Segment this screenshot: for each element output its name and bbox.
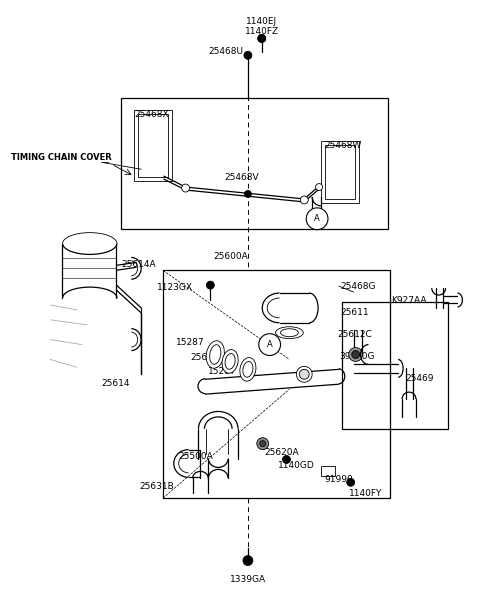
Text: 25600A: 25600A [213,252,248,261]
Text: 1140EJ: 1140EJ [246,17,277,26]
Text: 25468V: 25468V [224,173,259,182]
Circle shape [257,438,269,450]
Text: A: A [314,214,320,223]
Bar [321,467,335,476]
Ellipse shape [225,353,235,369]
Text: 25614: 25614 [102,379,130,388]
Bar [342,302,447,429]
Text: 25469: 25469 [405,374,433,383]
Text: 1140FZ: 1140FZ [245,26,279,35]
Circle shape [258,35,266,43]
Circle shape [258,35,266,43]
Circle shape [300,196,308,204]
Bar [121,98,388,229]
Circle shape [352,350,360,358]
Circle shape [296,367,312,382]
Circle shape [300,370,309,379]
Text: 25468W: 25468W [324,141,361,150]
Circle shape [244,52,252,59]
Circle shape [312,211,318,217]
Bar [325,146,355,199]
Text: 25468G: 25468G [341,282,376,291]
Ellipse shape [222,350,238,373]
Text: 25468X: 25468X [134,110,169,119]
Text: 1123GX: 1123GX [156,283,192,292]
Text: 15287: 15287 [176,338,204,347]
Text: 1140GD: 1140GD [277,461,314,470]
Text: 25468U: 25468U [208,47,243,56]
Ellipse shape [276,326,303,338]
Bar [163,270,390,498]
Ellipse shape [280,329,298,337]
Bar [321,141,359,203]
Circle shape [206,281,214,289]
Text: 25631B: 25631B [139,482,174,491]
Text: 25500A: 25500A [179,452,214,461]
Circle shape [260,441,266,447]
Bar [138,114,168,177]
Circle shape [182,184,190,192]
Ellipse shape [210,344,221,364]
Bar [134,110,172,181]
Text: 25661: 25661 [191,352,219,362]
Circle shape [283,455,290,464]
Text: 25612C: 25612C [337,329,372,338]
Circle shape [259,334,280,355]
Text: A: A [267,340,273,349]
Ellipse shape [206,341,224,368]
Text: 91990: 91990 [324,476,353,485]
Circle shape [349,347,362,361]
Ellipse shape [240,358,256,381]
Text: TIMING CHAIN COVER: TIMING CHAIN COVER [11,153,111,162]
Circle shape [306,208,328,229]
Text: 25620A: 25620A [264,447,300,456]
Ellipse shape [243,361,253,377]
Text: 1140FY: 1140FY [349,489,382,498]
Text: 25611: 25611 [341,308,370,317]
Text: 25614A: 25614A [121,261,156,270]
Text: 15287: 15287 [208,367,237,376]
Text: K927AA: K927AA [391,296,427,305]
Circle shape [243,556,253,565]
Text: 1339GA: 1339GA [230,576,266,585]
Circle shape [316,183,323,190]
Text: 39220G: 39220G [339,352,374,361]
Circle shape [244,190,252,198]
Circle shape [347,479,355,486]
